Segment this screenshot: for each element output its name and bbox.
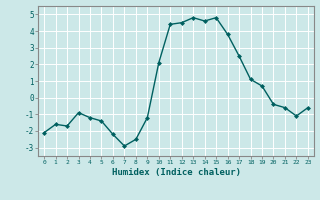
X-axis label: Humidex (Indice chaleur): Humidex (Indice chaleur): [111, 168, 241, 177]
